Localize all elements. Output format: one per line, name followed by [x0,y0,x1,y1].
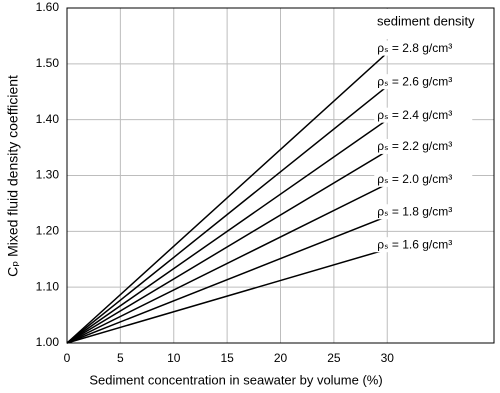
x-tick-label: 15 [220,351,234,365]
legend-label: ρₛ = 2.2 g/cm³ [377,139,452,153]
legend-label: ρₛ = 2.8 g/cm³ [377,41,452,55]
legend-title: sediment density [377,13,475,28]
label-bg [374,171,473,187]
label-bg [374,237,473,253]
x-tick-label: 20 [274,351,288,365]
series-line [66,183,388,344]
series-line [66,119,388,344]
label-bg [374,107,473,123]
legend-label: ρₛ = 2.6 g/cm³ [377,74,452,88]
plot-frame [66,7,495,344]
series-line [66,215,388,344]
legend-label: ρₛ = 2.4 g/cm³ [377,108,452,122]
y-tick-label: 1.40 [36,112,60,126]
y-tick-label: 1.60 [36,0,60,14]
label-bg [374,40,473,56]
legend-label: ρₛ = 2.0 g/cm³ [377,172,452,186]
x-axis-label: Sediment concentration in seawater by vo… [89,372,382,387]
series-line [66,150,388,344]
x-tick-label: 5 [117,351,124,365]
legend-box [366,9,493,39]
label-bg [374,138,473,154]
y-tick-label: 1.50 [36,56,60,70]
series-line [66,85,388,344]
label-bg [374,204,473,220]
y-tick-label: 1.20 [36,224,60,238]
series-line [66,52,388,344]
x-tick-label: 30 [381,351,395,365]
y-axis-label: Cₚ Mixed fluid density coefficient [5,75,21,277]
x-tick-label: 25 [327,351,341,365]
series-line [66,248,388,344]
x-tick-label: 10 [167,351,181,365]
y-tick-label: 1.30 [36,168,60,182]
y-tick-label: 1.00 [36,335,60,349]
y-tick-label: 1.10 [36,279,60,293]
x-tick-label: 0 [64,351,71,365]
legend-label: ρₛ = 1.6 g/cm³ [377,237,452,251]
legend-label: ρₛ = 1.8 g/cm³ [377,204,452,218]
label-bg [374,74,473,90]
